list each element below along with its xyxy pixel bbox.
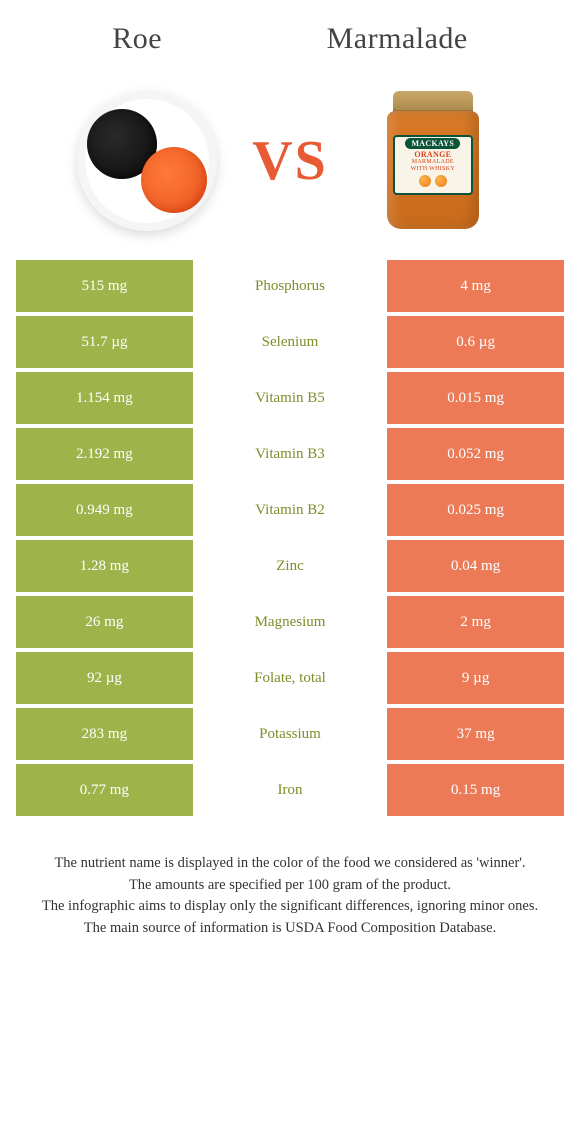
nutrient-name-cell: Phosphorus	[193, 260, 387, 312]
left-value-cell: 51.7 µg	[16, 316, 193, 368]
marmalade-jar-icon: MACKAYS ORANGE MARMALADE WITH WHISKY	[383, 91, 483, 231]
left-value-cell: 26 mg	[16, 596, 193, 648]
comparison-table: 515 mgPhosphorus4 mg51.7 µgSelenium0.6 µ…	[16, 260, 564, 816]
footer-line: The main source of information is USDA F…	[24, 919, 556, 939]
right-value-cell: 0.015 mg	[387, 372, 564, 424]
right-food-title: Marmalade	[327, 22, 468, 56]
right-value-cell: 0.052 mg	[387, 428, 564, 480]
jar-sub2-label: WITH WHISKY	[411, 166, 455, 173]
right-value-cell: 0.15 mg	[387, 764, 564, 816]
nutrient-name-cell: Vitamin B2	[193, 484, 387, 536]
left-value-cell: 515 mg	[16, 260, 193, 312]
left-value-cell: 1.154 mg	[16, 372, 193, 424]
footer-notes: The nutrient name is displayed in the co…	[0, 820, 580, 938]
right-value-cell: 2 mg	[387, 596, 564, 648]
left-food-image	[72, 86, 222, 236]
table-row: 1.154 mgVitamin B50.015 mg	[16, 372, 564, 424]
right-value-cell: 4 mg	[387, 260, 564, 312]
left-value-cell: 283 mg	[16, 708, 193, 760]
footer-line: The nutrient name is displayed in the co…	[24, 854, 556, 874]
table-row: 515 mgPhosphorus4 mg	[16, 260, 564, 312]
table-row: 92 µgFolate, total9 µg	[16, 652, 564, 704]
right-value-cell: 9 µg	[387, 652, 564, 704]
nutrient-name-cell: Folate, total	[193, 652, 387, 704]
footer-line: The infographic aims to display only the…	[24, 897, 556, 917]
nutrient-name-cell: Vitamin B5	[193, 372, 387, 424]
roe-plate-icon	[77, 91, 217, 231]
right-value-cell: 0.6 µg	[387, 316, 564, 368]
right-value-cell: 0.04 mg	[387, 540, 564, 592]
jar-flavor-label: ORANGE	[414, 151, 451, 159]
footer-line: The amounts are specified per 100 gram o…	[24, 876, 556, 896]
vs-label: VS	[252, 129, 328, 193]
table-row: 283 mgPotassium37 mg	[16, 708, 564, 760]
right-value-cell: 37 mg	[387, 708, 564, 760]
left-value-cell: 0.77 mg	[16, 764, 193, 816]
left-value-cell: 2.192 mg	[16, 428, 193, 480]
table-row: 1.28 mgZinc0.04 mg	[16, 540, 564, 592]
left-value-cell: 1.28 mg	[16, 540, 193, 592]
right-value-cell: 0.025 mg	[387, 484, 564, 536]
nutrient-name-cell: Selenium	[193, 316, 387, 368]
nutrient-name-cell: Vitamin B3	[193, 428, 387, 480]
jar-brand-label: MACKAYS	[405, 138, 460, 149]
nutrient-name-cell: Iron	[193, 764, 387, 816]
table-row: 51.7 µgSelenium0.6 µg	[16, 316, 564, 368]
nutrient-name-cell: Magnesium	[193, 596, 387, 648]
left-value-cell: 0.949 mg	[16, 484, 193, 536]
table-row: 0.949 mgVitamin B20.025 mg	[16, 484, 564, 536]
left-value-cell: 92 µg	[16, 652, 193, 704]
jar-sub1-label: MARMALADE	[412, 159, 454, 166]
left-food-title: Roe	[112, 22, 162, 56]
table-row: 0.77 mgIron0.15 mg	[16, 764, 564, 816]
table-row: 2.192 mgVitamin B30.052 mg	[16, 428, 564, 480]
right-food-image: MACKAYS ORANGE MARMALADE WITH WHISKY	[358, 86, 508, 236]
nutrient-name-cell: Potassium	[193, 708, 387, 760]
nutrient-name-cell: Zinc	[193, 540, 387, 592]
table-row: 26 mgMagnesium2 mg	[16, 596, 564, 648]
